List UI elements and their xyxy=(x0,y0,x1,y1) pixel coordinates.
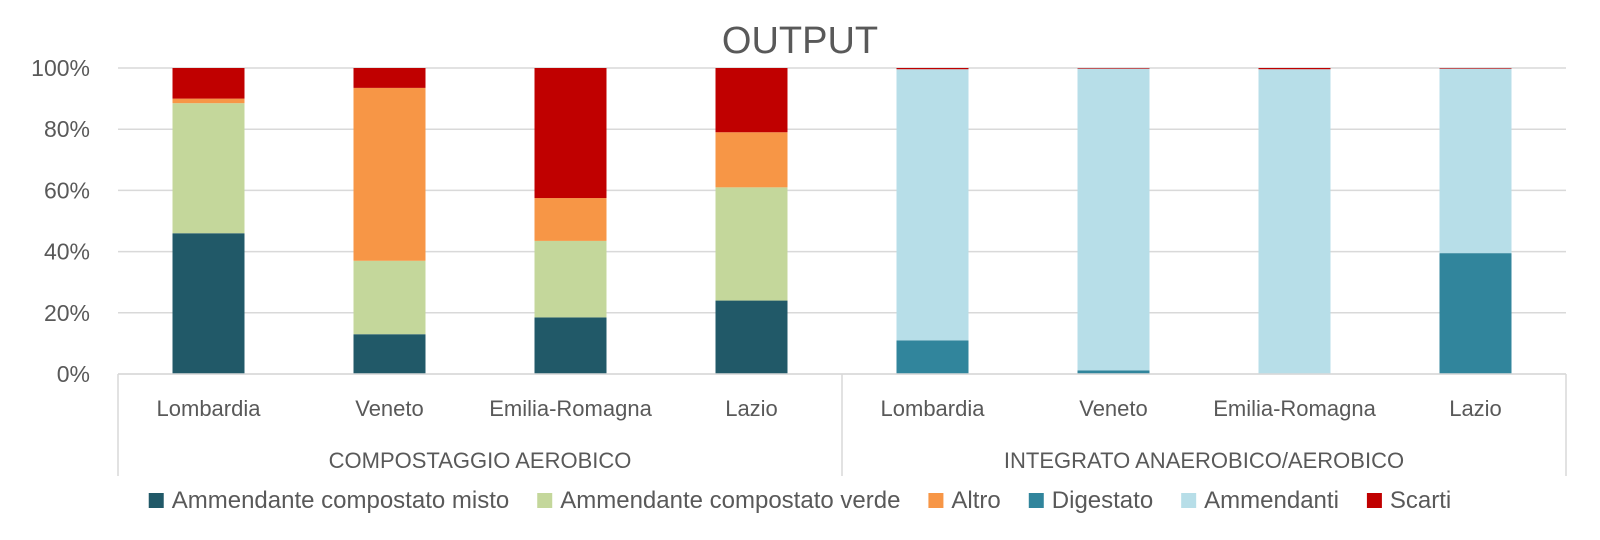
bar-segment xyxy=(715,187,788,301)
legend-label: Altro xyxy=(951,487,1000,514)
y-tick-label: 20% xyxy=(44,300,90,326)
bar-segment xyxy=(534,68,607,199)
legend-swatch xyxy=(1028,493,1044,508)
bar-segment xyxy=(1077,68,1150,69)
bar-segment xyxy=(896,69,969,341)
legend-label: Ammendante compostato verde xyxy=(560,487,900,514)
x-axis-group-labels: COMPOSTAGGIO AEROBICO INTEGRATO ANAEROBIC… xyxy=(329,448,1404,473)
legend-label: Ammendante compostato misto xyxy=(172,487,510,514)
bar-segment xyxy=(715,132,788,188)
bar-segment xyxy=(353,87,426,261)
legend-swatch xyxy=(928,493,944,508)
y-axis-tick-labels: 0% 20% 40% 60% 80% 100% xyxy=(31,55,90,387)
bar-segment xyxy=(1258,68,1331,70)
bar-segment xyxy=(1439,68,1512,254)
legend-swatch xyxy=(148,493,164,508)
legend-swatch xyxy=(537,493,553,508)
bar-segment xyxy=(1258,69,1331,374)
x-category-label: Lazio xyxy=(1449,396,1502,421)
legend: Ammendante compostato misto Ammendante co… xyxy=(148,487,1451,514)
bar-segment xyxy=(172,103,245,234)
y-tick-label: 40% xyxy=(44,239,90,265)
bar-segment xyxy=(534,317,607,374)
bar-segment xyxy=(353,260,426,335)
y-tick-label: 80% xyxy=(44,116,90,142)
bar-segment xyxy=(715,300,788,374)
legend-label: Ammendanti xyxy=(1204,487,1339,514)
legend-swatch xyxy=(1181,493,1197,508)
bar-segment xyxy=(715,68,788,133)
y-tick-label: 60% xyxy=(44,177,90,203)
legend-label: Digestato xyxy=(1052,487,1153,514)
bar-segment xyxy=(1439,68,1512,69)
x-axis xyxy=(117,373,1567,476)
bar-segment xyxy=(353,68,426,88)
bar-segment xyxy=(534,198,607,241)
x-category-label: Veneto xyxy=(1079,396,1148,421)
chart-title: OUTPUT xyxy=(722,20,878,62)
legend-swatch xyxy=(1366,493,1382,508)
y-tick-label: 100% xyxy=(31,55,90,81)
legend-item: Ammendante compostato verde xyxy=(537,487,900,514)
legend-label: Scarti xyxy=(1390,487,1451,514)
x-category-label: Veneto xyxy=(355,396,424,421)
x-category-label: Lombardia xyxy=(157,396,262,421)
x-category-label: Emilia-Romagna xyxy=(489,396,652,421)
y-tick-label: 0% xyxy=(57,361,90,387)
legend-item: Ammendante compostato misto xyxy=(148,487,510,514)
x-group-label: INTEGRATO ANAEROBICO/AEROBICO xyxy=(1004,448,1404,473)
legend-item: Digestato xyxy=(1028,487,1153,514)
bar-segment xyxy=(896,68,969,70)
legend-item: Ammendanti xyxy=(1181,487,1339,514)
bar-segment xyxy=(353,334,426,374)
bar-segment xyxy=(1077,370,1150,374)
bar-segment xyxy=(534,240,607,318)
bar-segment xyxy=(1439,253,1512,374)
gridlines xyxy=(118,67,1566,375)
legend-item: Altro xyxy=(928,487,1001,514)
bar-segment xyxy=(1077,68,1150,371)
x-category-label: Lombardia xyxy=(881,396,986,421)
x-category-label: Lazio xyxy=(725,396,778,421)
x-category-label: Emilia-Romagna xyxy=(1213,396,1376,421)
x-group-label: COMPOSTAGGIO AEROBICO xyxy=(329,448,632,473)
bar-segment xyxy=(172,68,245,99)
bar-segment xyxy=(896,340,969,374)
x-axis-category-labels: Lombardia Veneto Emilia-Romagna Lazio Lombar… xyxy=(157,396,1502,421)
legend-item: Scarti xyxy=(1366,487,1451,514)
bar-segment xyxy=(172,98,245,104)
bars xyxy=(172,68,1512,374)
bar-segment xyxy=(172,233,245,374)
